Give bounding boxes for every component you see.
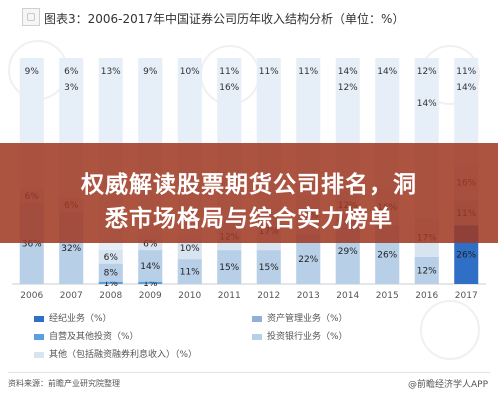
bar-segment xyxy=(98,250,123,264)
legend-swatch xyxy=(252,333,262,340)
data-label: 12% xyxy=(338,83,358,93)
data-label: 26% xyxy=(456,251,476,261)
data-label: 8% xyxy=(104,269,119,279)
banner-title-line-1: 权威解读股票期货公司排名，洞 xyxy=(81,172,417,198)
data-label: 12% xyxy=(417,67,437,77)
data-label: 11% xyxy=(259,67,279,77)
source-note: 资料来源：前瞻产业研究院整理 xyxy=(8,379,120,388)
legend-item: 其他（包括融资融券利息收入）（%） xyxy=(34,347,197,360)
data-label: 11% xyxy=(219,67,239,77)
x-tick-label: 2013 xyxy=(297,291,320,301)
x-tick-label: 2014 xyxy=(336,291,359,301)
legend-item: 资产管理业务（%） xyxy=(252,311,348,324)
chart-title: 图表3：2006-2017年中国证券公司历年收入结构分析（单位：%） xyxy=(44,12,405,26)
data-label: 14% xyxy=(338,67,358,77)
x-tick-label: 2011 xyxy=(218,291,241,301)
legend-swatch xyxy=(34,315,44,322)
legend-label: 自营及其他投资（%） xyxy=(49,332,139,342)
x-tick-label: 2016 xyxy=(415,291,438,301)
legend-label: 资产管理业务（%） xyxy=(267,314,348,324)
legend-label: 经纪业务（%） xyxy=(49,314,112,324)
x-tick-label: 2008 xyxy=(99,291,122,301)
data-label: 13% xyxy=(101,67,121,77)
data-label: 11% xyxy=(456,67,476,77)
data-label: 1% xyxy=(143,279,158,289)
bar-segment xyxy=(138,281,163,284)
legend-item: 经纪业务（%） xyxy=(34,311,112,324)
data-label: 6% xyxy=(64,67,79,77)
x-tick-label: 2012 xyxy=(257,291,280,301)
bar-segment xyxy=(177,259,202,284)
data-label: 12% xyxy=(417,266,437,276)
legend-label: 其他（包括融资融券利息收入）（%） xyxy=(49,350,198,360)
data-label: 14% xyxy=(377,67,397,77)
data-label: 22% xyxy=(298,255,318,265)
data-label: 6% xyxy=(143,239,158,249)
x-tick-label: 2010 xyxy=(178,291,201,301)
bar-segment xyxy=(98,281,123,284)
x-tick-label: 2006 xyxy=(20,291,43,301)
legend-label: 投资银行业务（%） xyxy=(267,332,348,342)
legend-swatch xyxy=(252,315,262,322)
data-label: 16% xyxy=(219,83,239,93)
data-label: 9% xyxy=(143,67,158,77)
data-label: 9% xyxy=(25,67,40,77)
title-overlay-banner: 权威解读股票期货公司排名，洞 悉市场格局与综合实力榜单 xyxy=(0,143,498,243)
legend-swatch xyxy=(34,333,44,340)
data-label: 6% xyxy=(104,253,119,263)
data-label: 26% xyxy=(377,251,397,261)
data-label: 11% xyxy=(180,268,200,278)
data-label: 36% xyxy=(22,239,42,249)
data-label: 10% xyxy=(180,67,200,77)
data-label: 14% xyxy=(456,83,476,93)
data-label: 14% xyxy=(417,99,437,109)
bar-segment xyxy=(414,256,439,284)
data-label: 10% xyxy=(180,244,200,254)
data-label: 32% xyxy=(61,244,81,254)
x-tick-label: 2017 xyxy=(455,291,478,301)
bar-segment xyxy=(256,250,281,284)
bar-segment xyxy=(138,250,163,282)
data-label: 1% xyxy=(104,279,119,289)
x-tick-label: 2007 xyxy=(60,291,83,301)
watermark-logo xyxy=(420,300,480,360)
bar-segment xyxy=(217,250,242,284)
legend-item: 自营及其他投资（%） xyxy=(34,329,139,342)
legend-item: 投资银行业务（%） xyxy=(252,329,348,342)
data-label: 15% xyxy=(219,263,239,273)
brand-credit: @前瞻经济学人APP xyxy=(407,380,488,390)
data-label: 11% xyxy=(298,67,318,77)
banner-title-line-2: 悉市场格局与综合实力榜单 xyxy=(105,206,393,232)
x-tick-label: 2009 xyxy=(139,291,162,301)
bar-segment xyxy=(98,263,123,282)
legend-swatch xyxy=(34,351,44,358)
data-label: 3% xyxy=(64,83,79,93)
data-label: 15% xyxy=(259,263,279,273)
data-label: 29% xyxy=(338,247,358,257)
data-label: 14% xyxy=(140,262,160,272)
chart-icon xyxy=(22,8,40,26)
x-tick-label: 2015 xyxy=(376,291,399,301)
footer-divider xyxy=(8,372,490,373)
